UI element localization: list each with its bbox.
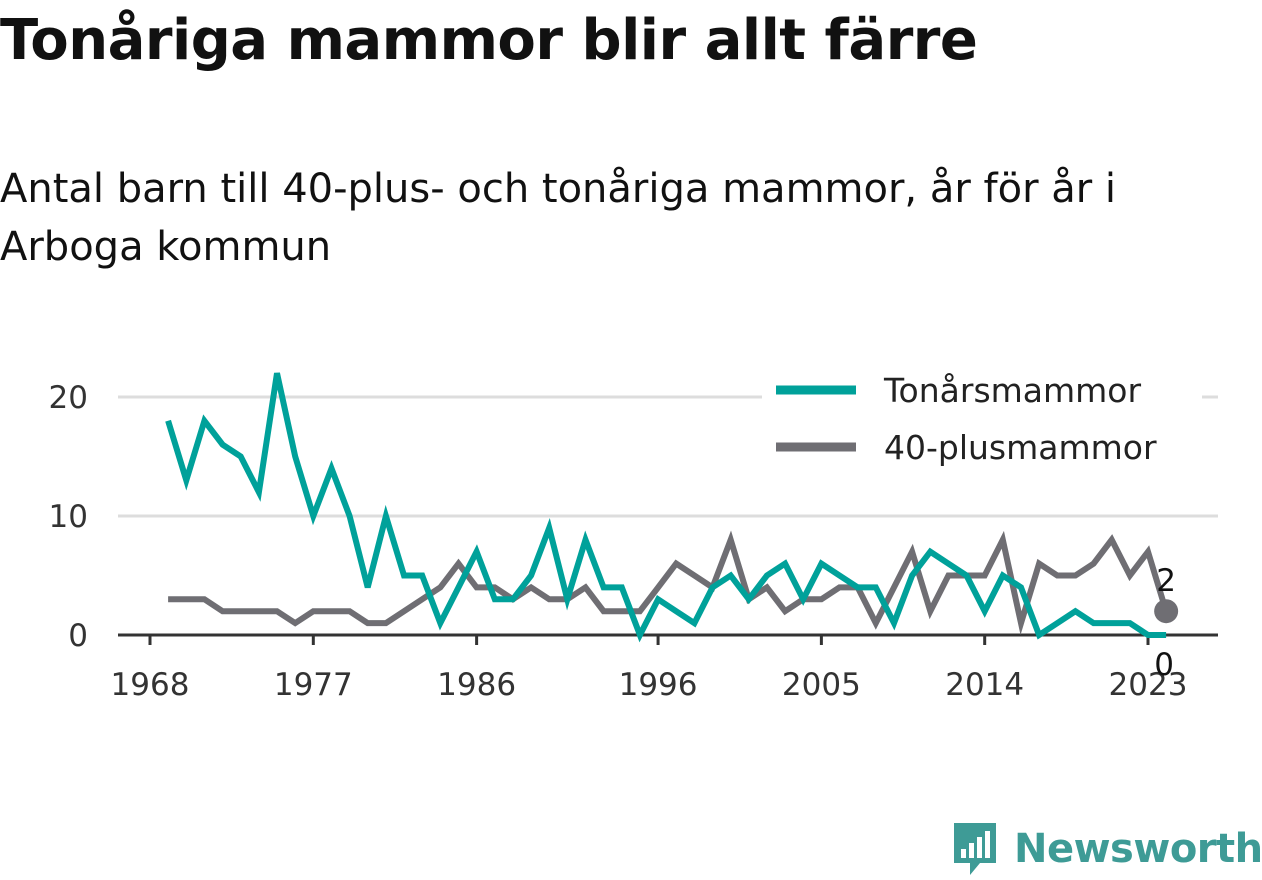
x-tick-label: 1996 — [619, 667, 698, 703]
y-axis-ticks: 0 10 20 — [49, 380, 88, 654]
x-tick-label: 1968 — [111, 667, 190, 703]
newsworthy-logo-icon — [954, 823, 996, 875]
x-axis-ticks: 1968 1977 1986 1996 2005 2014 2023 — [111, 635, 1188, 703]
legend: Tonårsmammor 40-plusmammor — [762, 368, 1202, 480]
series-lines — [165, 372, 1169, 643]
legend-label: Tonårsmammor — [883, 371, 1141, 410]
series-line-tonarsmammor — [165, 372, 1167, 643]
y-tick-label: 20 — [49, 380, 88, 416]
x-tick-label: 2014 — [945, 667, 1024, 703]
y-tick-label: 10 — [49, 499, 88, 535]
chart-title: Tonåriga mammor blir allt färre — [0, 8, 978, 73]
y-tick-label: 0 — [68, 618, 88, 654]
brand-logo: Newsworthy — [950, 818, 1262, 880]
chart-subtitle: Antal barn till 40-plus- och tonåriga ma… — [0, 166, 1117, 270]
x-tick-label: 1986 — [437, 667, 516, 703]
x-tick-label: 2005 — [782, 667, 861, 703]
x-tick-label: 2023 — [1109, 667, 1188, 703]
end-value-label: 2 — [1156, 563, 1176, 599]
series-line-fortyplusmammor — [168, 530, 1169, 635]
end-marker-40-plus — [1154, 599, 1179, 624]
end-value-label: 0 — [1154, 647, 1174, 683]
legend-label: 40-plusmammor — [884, 428, 1157, 467]
brand-name: Newsworthy — [1014, 826, 1262, 872]
end-markers: 20 — [1154, 563, 1179, 683]
x-tick-label: 1977 — [274, 667, 353, 703]
